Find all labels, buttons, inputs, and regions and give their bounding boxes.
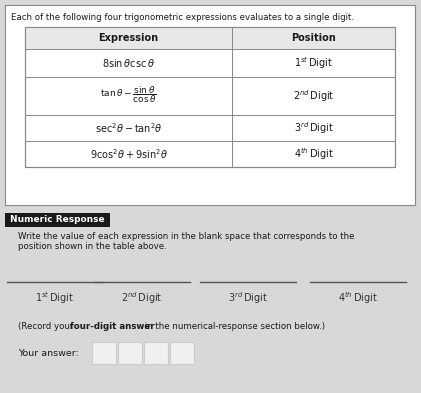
Text: $8\sin\theta\csc\theta$: $8\sin\theta\csc\theta$ — [102, 57, 155, 69]
Text: $9\cos^{2}\!\theta + 9\sin^{2}\!\theta$: $9\cos^{2}\!\theta + 9\sin^{2}\!\theta$ — [90, 147, 168, 161]
Text: $1^{st}$$\,\mathrm{Digit}$: $1^{st}$$\,\mathrm{Digit}$ — [35, 290, 75, 306]
Text: $\tan\theta - \dfrac{\sin\theta}{\cos\theta}$: $\tan\theta - \dfrac{\sin\theta}{\cos\th… — [100, 84, 157, 105]
Text: (Record your: (Record your — [18, 322, 76, 331]
Text: $\sec^{2}\!\theta - \tan^{2}\!\theta$: $\sec^{2}\!\theta - \tan^{2}\!\theta$ — [95, 121, 163, 135]
Bar — [170, 342, 194, 364]
Text: Each of the following four trigonometric expressions evaluates to a single digit: Each of the following four trigonometric… — [11, 13, 354, 22]
Text: $4^{th}$$\,\mathrm{Digit}$: $4^{th}$$\,\mathrm{Digit}$ — [293, 146, 333, 162]
Text: in the numerical-response section below.): in the numerical-response section below.… — [142, 322, 325, 331]
Text: Your answer:: Your answer: — [18, 349, 79, 358]
Bar — [25, 27, 395, 167]
Text: $4^{th}$$\,\mathrm{Digit}$: $4^{th}$$\,\mathrm{Digit}$ — [338, 290, 378, 306]
Bar — [118, 342, 142, 364]
Text: $3^{rd}$$\,\mathrm{Digit}$: $3^{rd}$$\,\mathrm{Digit}$ — [228, 290, 268, 306]
Text: $2^{nd}$$\,\mathrm{Digit}$: $2^{nd}$$\,\mathrm{Digit}$ — [293, 88, 334, 104]
Text: $2^{nd}$$\,\mathrm{Digit}$: $2^{nd}$$\,\mathrm{Digit}$ — [121, 290, 163, 306]
Bar — [25, 27, 395, 49]
Text: Numeric Response: Numeric Response — [10, 215, 105, 224]
Bar — [25, 27, 395, 167]
Text: $3^{rd}$$\,\mathrm{Digit}$: $3^{rd}$$\,\mathrm{Digit}$ — [293, 120, 333, 136]
Text: $1^{st}$$\,\mathrm{Digit}$: $1^{st}$$\,\mathrm{Digit}$ — [294, 55, 333, 71]
Text: Position: Position — [291, 33, 336, 43]
Text: Write the value of each expression in the blank space that corresponds to the
po: Write the value of each expression in th… — [18, 232, 354, 252]
Bar — [92, 342, 116, 364]
Bar — [144, 342, 168, 364]
Bar — [5, 213, 110, 227]
Bar — [5, 5, 415, 205]
Text: four-digit answer: four-digit answer — [70, 322, 155, 331]
Text: Expression: Expression — [99, 33, 159, 43]
